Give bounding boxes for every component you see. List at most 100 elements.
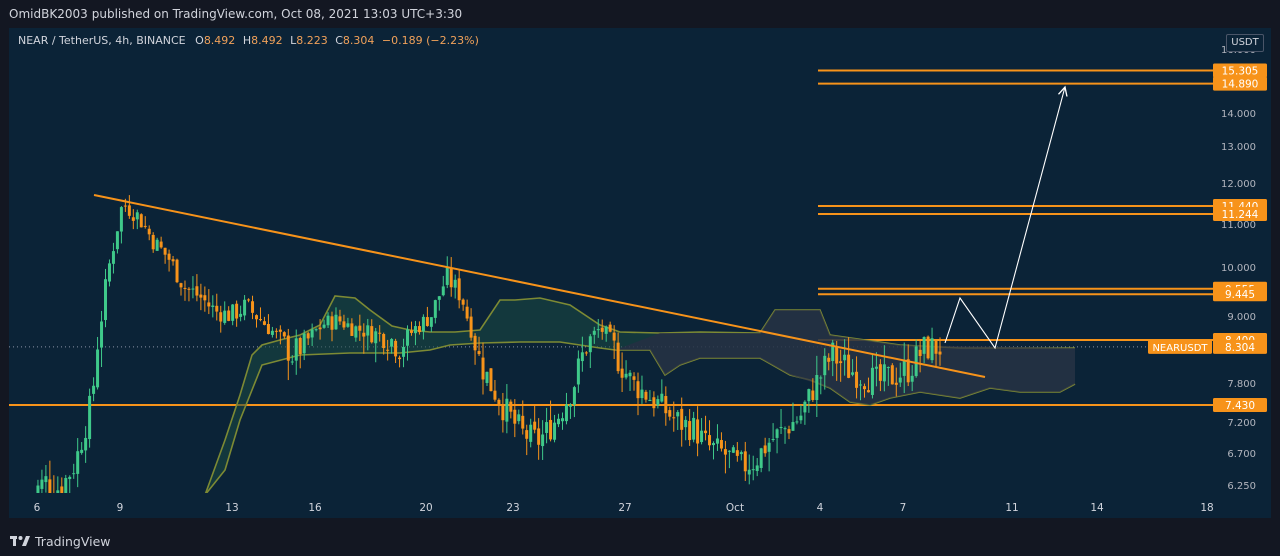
- candle-body: [56, 490, 60, 493]
- candle-body: [80, 449, 84, 453]
- level-price-box: [1213, 206, 1267, 221]
- candle-body: [72, 473, 76, 475]
- candle-body: [255, 315, 259, 320]
- candle-body: [783, 428, 787, 430]
- candle-body: [84, 437, 88, 451]
- candle-body: [310, 329, 314, 338]
- candle-body: [827, 357, 831, 362]
- candle-body: [441, 286, 445, 296]
- x-axis-tick-label: 11: [1005, 502, 1018, 514]
- candle-body: [406, 329, 410, 346]
- candle-body: [509, 401, 513, 412]
- candle-body: [934, 339, 938, 354]
- candle-body: [207, 302, 211, 307]
- candle-body: [413, 326, 417, 334]
- ohlc-legend: NEAR / TetherUS, 4h, BINANCE O8.492 H8.4…: [18, 34, 483, 47]
- candle-body: [652, 397, 656, 409]
- symbol-price-box: [1148, 339, 1212, 354]
- candle-body: [636, 381, 640, 399]
- candle-body: [878, 364, 882, 381]
- candle-body: [831, 342, 835, 362]
- candle-body: [704, 430, 708, 434]
- candle-body: [572, 387, 576, 405]
- descending-trendline: [93, 194, 986, 378]
- symbol-title[interactable]: NEAR / TetherUS, 4h, BINANCE: [18, 34, 186, 47]
- candle-body: [394, 340, 398, 357]
- candle-body: [473, 335, 477, 351]
- x-axis-tick-label: 6: [34, 502, 41, 514]
- candle-body: [505, 398, 509, 422]
- candle-body: [322, 324, 326, 328]
- candle-body: [596, 329, 600, 331]
- candle-body: [743, 451, 747, 472]
- x-axis-tick-label: 20: [419, 502, 432, 514]
- price-scale-label: 11.000: [1221, 220, 1256, 231]
- candle-body: [568, 404, 572, 407]
- low-value: 8.223: [296, 34, 328, 47]
- candle-body: [386, 349, 390, 351]
- candle-body: [600, 327, 604, 332]
- candle-body: [44, 476, 48, 483]
- candle-body: [231, 304, 235, 321]
- chart-area[interactable]: [9, 28, 1271, 518]
- candle-body: [493, 390, 497, 400]
- candle-body: [533, 421, 537, 430]
- currency-label[interactable]: USDT: [1226, 34, 1264, 52]
- candle-body: [719, 440, 723, 449]
- candle-body: [215, 305, 219, 312]
- candle-body: [449, 268, 453, 288]
- candle-body: [88, 395, 92, 440]
- candle-body: [557, 418, 561, 425]
- candle-body: [52, 495, 55, 499]
- candle-body: [672, 417, 676, 419]
- candle-body: [656, 399, 660, 406]
- candle-body: [437, 296, 441, 300]
- candle-body: [616, 342, 620, 372]
- candle-body: [763, 445, 767, 454]
- candle-body: [604, 326, 608, 334]
- x-axis-tick-label: 16: [308, 502, 322, 514]
- candle-body: [497, 399, 501, 406]
- candle-body: [751, 469, 755, 471]
- candle-body: [592, 330, 596, 335]
- candle-body: [612, 332, 616, 341]
- candle-body: [409, 330, 413, 333]
- candle-body: [191, 288, 195, 290]
- candle-body: [731, 447, 735, 453]
- x-axis-tick-label: 4: [817, 502, 824, 514]
- candle-body: [350, 323, 354, 336]
- candle-body: [894, 382, 898, 385]
- candle-body: [847, 354, 851, 378]
- candle-body: [711, 443, 715, 446]
- candle-body: [270, 330, 274, 335]
- candle-body: [938, 351, 942, 355]
- candle-body: [251, 301, 255, 313]
- candle-body: [36, 485, 40, 493]
- candle-body: [660, 393, 664, 402]
- candle-body: [362, 332, 366, 337]
- candle-body: [227, 310, 231, 321]
- candle-body: [521, 415, 525, 429]
- publish-header: OmidBK2003 published on TradingView.com, …: [0, 0, 1280, 28]
- candle-body: [429, 317, 433, 327]
- candle-body: [115, 231, 119, 250]
- candle-body: [723, 449, 727, 455]
- candle-body: [127, 205, 131, 216]
- candle-body: [735, 450, 739, 456]
- candle-body: [266, 324, 270, 335]
- last-price-box: [1213, 339, 1267, 354]
- candle-body: [159, 241, 163, 248]
- tradingview-brand[interactable]: TradingView: [10, 531, 111, 551]
- candle-body: [910, 375, 914, 382]
- x-axis-tick-label: 9: [117, 502, 124, 514]
- close-label: C: [335, 34, 343, 47]
- candle-body: [433, 300, 437, 318]
- candle-body: [684, 419, 688, 428]
- candle-body: [696, 419, 700, 444]
- price-scale-label: 6.250: [1227, 481, 1256, 492]
- candle-body: [700, 430, 704, 443]
- candle-body: [874, 366, 878, 369]
- x-axis-tick-label: 14: [1090, 502, 1104, 514]
- author-name[interactable]: OmidBK2003: [9, 7, 88, 21]
